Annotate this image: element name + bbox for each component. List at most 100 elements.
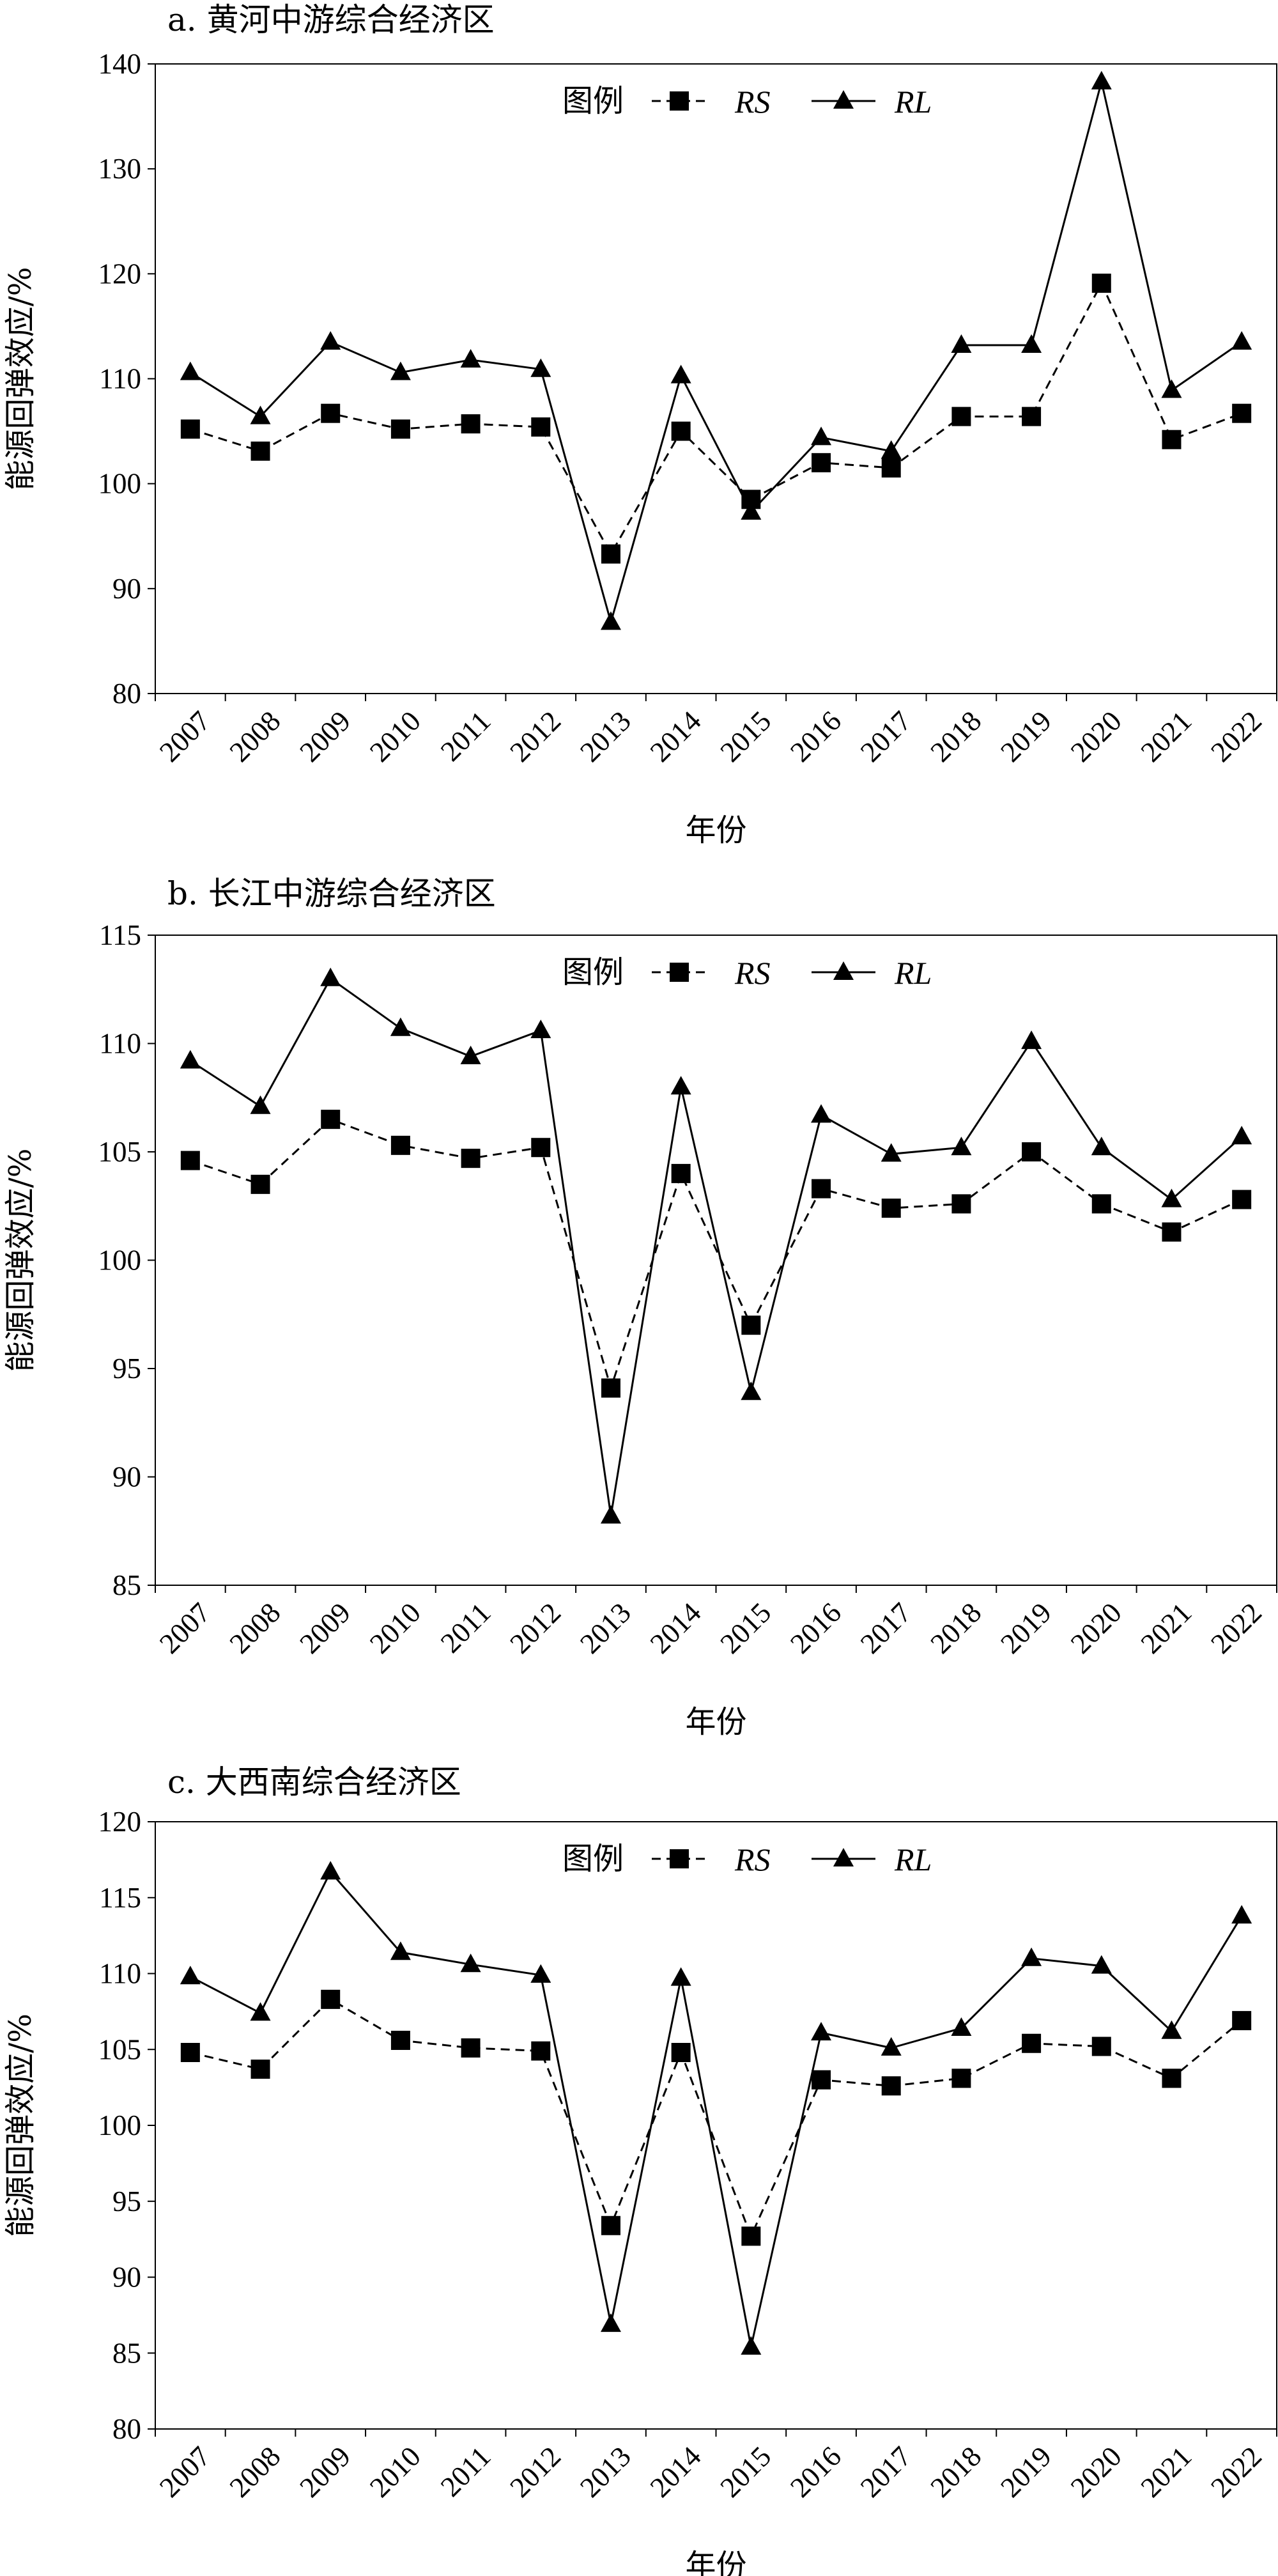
x-tick-label: 2018 <box>924 705 987 768</box>
point-rl <box>530 1964 551 1983</box>
y-tick-label: 115 <box>99 1882 141 1914</box>
y-tick-label: 110 <box>99 1028 141 1060</box>
legend-label-rl: RL <box>894 955 932 991</box>
legend-marker-rs <box>670 963 689 982</box>
x-tick-label: 2013 <box>574 2440 637 2504</box>
point-rs <box>951 1194 971 1214</box>
point-rs <box>671 2043 691 2062</box>
point-rs <box>321 1989 341 2009</box>
x-tick-label: 2008 <box>223 2440 286 2504</box>
legend-title: 图例 <box>562 1841 624 1877</box>
point-rl <box>180 1050 201 1069</box>
point-rs <box>741 1315 761 1335</box>
x-tick-label: 2020 <box>1065 2440 1128 2504</box>
x-tick-label: 2016 <box>784 705 847 768</box>
y-axis-label: 能源回弹效应/% <box>3 2013 38 2237</box>
x-tick-label: 2014 <box>644 2440 707 2504</box>
x-tick-label: 2018 <box>924 2440 987 2504</box>
point-rl <box>600 1505 621 1524</box>
point-rl <box>811 426 832 446</box>
x-tick-label: 2021 <box>1134 2440 1197 2504</box>
x-tick-label: 2010 <box>364 705 427 768</box>
legend-label-rl: RL <box>894 1842 932 1877</box>
point-rl <box>320 967 341 986</box>
x-tick-label: 2021 <box>1134 1597 1197 1660</box>
x-tick-label: 2007 <box>153 2440 217 2504</box>
series-line-rl <box>190 81 1243 626</box>
point-rl <box>670 1967 691 1986</box>
point-rl <box>320 331 341 350</box>
point-rl <box>390 1941 411 1960</box>
legend-marker-rs <box>670 1849 689 1868</box>
y-tick-label: 100 <box>98 468 142 500</box>
y-tick-label: 85 <box>112 2337 141 2369</box>
x-tick-label: 2022 <box>1205 1597 1268 1660</box>
point-rl <box>1021 1947 1042 1966</box>
y-tick-label: 105 <box>98 2033 142 2065</box>
x-tick-label: 2012 <box>504 705 567 768</box>
x-tick-label: 2021 <box>1134 705 1197 768</box>
x-tick-label: 2014 <box>644 1597 707 1660</box>
point-rl <box>881 440 902 459</box>
point-rs <box>180 419 200 439</box>
point-rs <box>180 1151 200 1170</box>
point-rs <box>1162 1222 1182 1242</box>
legend-label-rs: RS <box>734 84 771 120</box>
legend-label-rs: RS <box>734 955 771 991</box>
series-line-rs <box>190 281 1242 556</box>
point-rs <box>461 1149 481 1168</box>
x-tick-label: 2020 <box>1065 705 1128 768</box>
point-rl <box>250 1095 271 1114</box>
y-tick-label: 95 <box>112 2185 141 2217</box>
point-rl <box>600 2313 621 2332</box>
point-rl <box>1231 331 1252 350</box>
point-rs <box>671 1163 691 1183</box>
x-axis-label: 年份 <box>685 2548 746 2576</box>
x-tick-label: 2019 <box>994 1597 1058 1660</box>
point-rs <box>321 1110 341 1129</box>
x-tick-label: 2011 <box>435 705 497 768</box>
point-rl <box>1091 1137 1112 1156</box>
x-tick-label: 2019 <box>994 2440 1058 2504</box>
point-rl <box>250 405 271 424</box>
plot-frame <box>155 63 1277 694</box>
point-rl <box>670 364 691 384</box>
x-tick-label: 2010 <box>364 1597 427 1660</box>
x-tick-label: 2017 <box>854 1597 918 1660</box>
x-tick-label: 2011 <box>435 2440 497 2503</box>
point-rl <box>881 1143 902 1162</box>
y-tick-label: 90 <box>112 1461 141 1493</box>
chart-title: c. 大西南综合经济区 <box>167 1764 461 1801</box>
point-rl <box>670 1076 691 1095</box>
point-rs <box>461 414 481 434</box>
point-rs <box>812 2070 831 2090</box>
legend-title: 图例 <box>562 83 624 119</box>
y-axis-label: 能源回弹效应/% <box>3 267 38 491</box>
x-tick-label: 2010 <box>364 2440 427 2504</box>
point-rl <box>1161 2020 1182 2039</box>
y-tick-label: 85 <box>112 1569 141 1601</box>
legend-title: 图例 <box>562 954 624 990</box>
point-rl <box>881 2037 902 2056</box>
point-rl <box>741 500 762 520</box>
point-rl <box>1231 1905 1252 1924</box>
y-axis-label: 能源回弹效应/% <box>3 1149 38 1372</box>
x-tick-label: 2013 <box>574 1597 637 1660</box>
y-tick-label: 140 <box>98 48 142 80</box>
point-rs <box>881 458 901 478</box>
y-tick-label: 110 <box>99 363 141 395</box>
point-rs <box>250 1174 270 1194</box>
point-rl <box>1021 1030 1042 1050</box>
point-rs <box>671 421 691 441</box>
point-rs <box>601 544 620 564</box>
point-rl <box>1091 1955 1112 1974</box>
point-rl <box>951 1137 972 1156</box>
point-rl <box>951 2017 972 2036</box>
point-rl <box>530 358 551 377</box>
x-tick-label: 2015 <box>714 1597 777 1660</box>
y-tick-label: 100 <box>98 1245 142 1276</box>
point-rs <box>531 2041 551 2061</box>
